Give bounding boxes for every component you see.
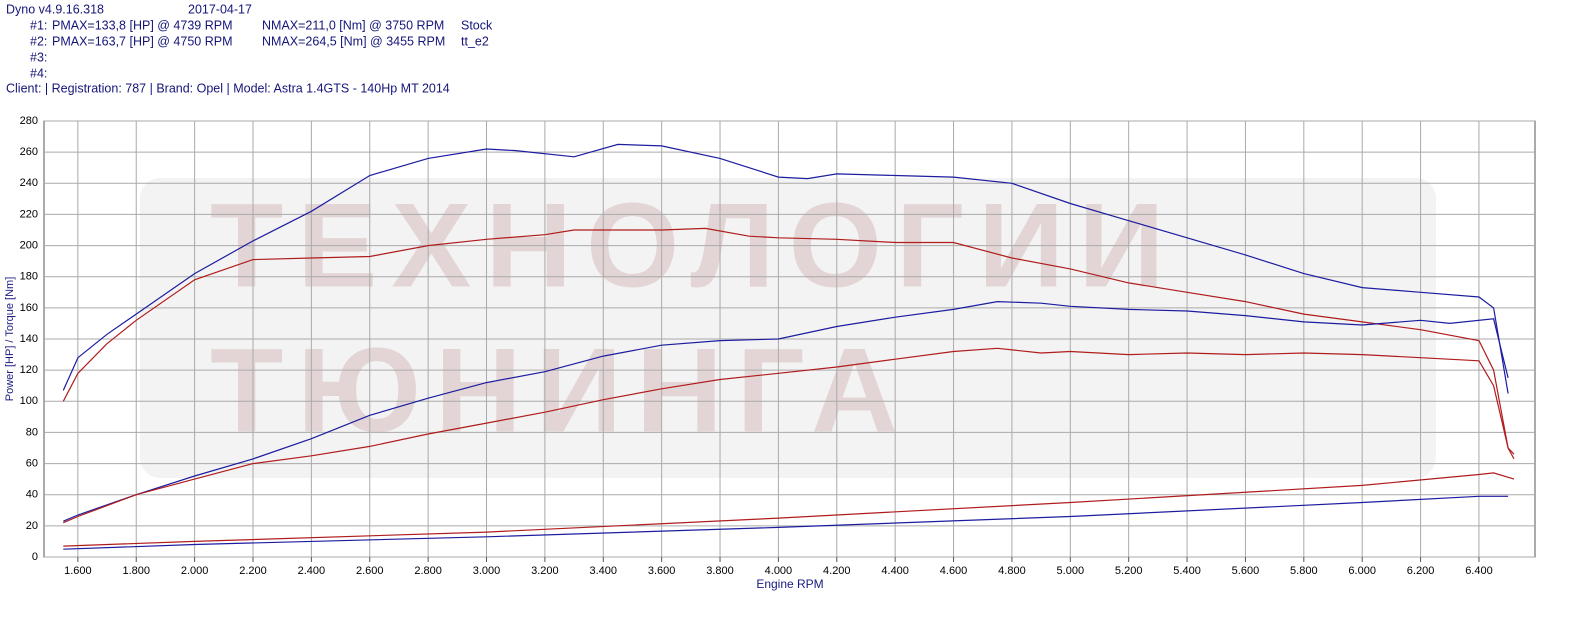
run-id: #3: xyxy=(30,50,47,64)
x-tick-label: 6.400 xyxy=(1465,565,1493,577)
data-line xyxy=(63,300,1509,522)
run-label: tt_e2 xyxy=(461,34,489,48)
y-tick-label: 240 xyxy=(20,177,38,189)
x-tick-label: 3.000 xyxy=(473,565,501,577)
y-axis-label: Power [HP] / Torque [Nm] xyxy=(4,277,16,402)
app-version: Dyno v4.9.16.318 xyxy=(6,2,104,16)
y-tick-label: 20 xyxy=(26,520,38,532)
x-tick-label: 3.600 xyxy=(648,565,676,577)
y-tick-label: 200 xyxy=(20,239,38,251)
y-tick-label: 140 xyxy=(20,333,38,345)
y-tick-label: 120 xyxy=(20,364,38,376)
x-tick-label: 4.600 xyxy=(940,565,968,577)
x-tick-label: 2.800 xyxy=(414,565,442,577)
x-tick-label: 2.200 xyxy=(239,565,267,577)
x-tick-label: 1.800 xyxy=(122,565,150,577)
x-tick-label: 5.400 xyxy=(1173,565,1201,577)
x-tick-label: 4.400 xyxy=(881,565,909,577)
x-tick-label: 4.000 xyxy=(765,565,793,577)
data-line xyxy=(62,143,1509,394)
client-info: Client: | Registration: 787 | Brand: Ope… xyxy=(6,81,450,95)
date: 2017-04-17 xyxy=(188,2,252,16)
x-tick-label: 5.800 xyxy=(1290,565,1318,577)
x-tick-label: 6.200 xyxy=(1407,565,1435,577)
watermark: ТЮНИНГА xyxy=(210,324,912,458)
y-tick-label: 60 xyxy=(26,457,38,469)
run-nmax: NMAX=264,5 [Nm] @ 3455 RPM xyxy=(262,34,445,48)
y-tick-label: 220 xyxy=(20,208,38,220)
x-tick-label: 3.800 xyxy=(706,565,734,577)
x-tick-label: 4.200 xyxy=(823,565,851,577)
run-nmax: NMAX=211,0 [Nm] @ 3750 RPM xyxy=(262,18,444,32)
y-tick-label: 0 xyxy=(32,551,38,563)
data-line xyxy=(62,227,1515,455)
watermark-panel xyxy=(140,178,1436,478)
x-tick-label: 5.200 xyxy=(1115,565,1143,577)
x-tick-label: 3.400 xyxy=(590,565,618,577)
data-line xyxy=(63,347,1515,524)
y-tick-label: 100 xyxy=(20,395,38,407)
x-tick-label: 6.000 xyxy=(1348,565,1376,577)
y-tick-label: 40 xyxy=(26,489,38,501)
x-tick-label: 2.600 xyxy=(356,565,384,577)
y-tick-label: 280 xyxy=(20,115,38,127)
y-tick-label: 160 xyxy=(20,302,38,314)
x-tick-label: 5.600 xyxy=(1232,565,1260,577)
data-line xyxy=(63,472,1515,547)
x-tick-label: 5.000 xyxy=(1057,565,1085,577)
run-pmax: PMAX=163,7 [HP] @ 4750 RPM xyxy=(52,34,232,48)
x-tick-label: 4.800 xyxy=(998,565,1026,577)
x-tick-label: 2.400 xyxy=(298,565,326,577)
run-id: #4: xyxy=(30,66,47,80)
x-tick-label: 3.200 xyxy=(531,565,559,577)
run-pmax: PMAX=133,8 [HP] @ 4739 RPM xyxy=(52,18,232,32)
x-axis-label: Engine RPM xyxy=(756,577,823,591)
run-id: #2: xyxy=(30,34,47,48)
x-tick-label: 1.600 xyxy=(64,565,92,577)
y-tick-label: 260 xyxy=(20,146,38,158)
y-tick-label: 80 xyxy=(26,426,38,438)
data-line xyxy=(63,495,1509,550)
run-id: #1: xyxy=(30,18,47,32)
y-tick-label: 180 xyxy=(20,271,38,283)
x-tick-label: 2.000 xyxy=(181,565,209,577)
run-label: Stock xyxy=(461,18,493,32)
